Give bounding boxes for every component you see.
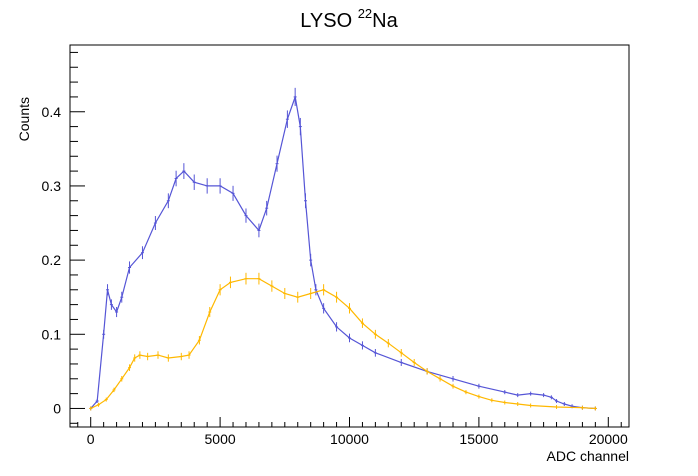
x-axis: 0 5000 10000 15000 20000	[77, 417, 628, 447]
series-layer	[89, 87, 597, 411]
y-tick-label: 0.3	[42, 178, 62, 194]
chart-title-superscript: 22	[358, 6, 372, 21]
x-tick-label: 5000	[205, 431, 236, 447]
chart-title: LYSO 22Na	[300, 6, 398, 32]
chart-title-main: LYSO	[300, 10, 357, 32]
y-tick-label: 0	[53, 400, 61, 416]
y-tick-label: 0.4	[42, 104, 62, 120]
x-tick-label: 0	[87, 431, 95, 447]
x-tick-label: 10000	[330, 431, 369, 447]
y-axis: 0 0.1 0.2 0.3 0.4	[42, 51, 85, 424]
series-1	[89, 272, 597, 411]
y-axis-label: Counts	[16, 97, 32, 141]
x-tick-label: 15000	[459, 431, 498, 447]
chart-title-rest: Na	[372, 10, 398, 32]
x-axis-label: ADC channel	[547, 448, 630, 464]
series-0	[89, 87, 597, 411]
plot-frame	[69, 44, 630, 428]
series-line	[90, 278, 596, 410]
x-tick-label: 20000	[589, 431, 628, 447]
series-line	[90, 94, 596, 410]
y-tick-label: 0.2	[42, 252, 62, 268]
y-tick-label: 0.1	[42, 326, 62, 342]
